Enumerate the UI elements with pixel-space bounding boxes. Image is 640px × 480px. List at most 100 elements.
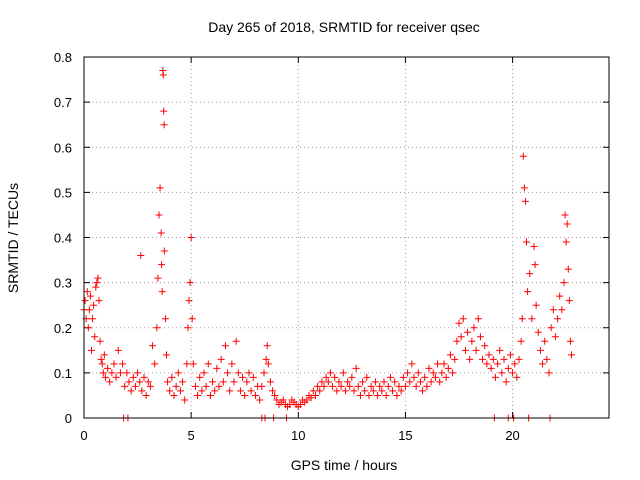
data-point xyxy=(273,396,281,404)
data-point xyxy=(209,378,217,386)
data-point xyxy=(412,382,420,390)
data-point xyxy=(83,288,91,296)
data-point xyxy=(112,373,120,381)
data-point xyxy=(335,378,343,386)
data-point xyxy=(500,355,508,363)
data-point xyxy=(474,315,482,323)
data-point xyxy=(489,355,497,363)
y-tick-label: 0.1 xyxy=(54,366,72,381)
data-point xyxy=(131,382,139,390)
data-point xyxy=(449,369,457,377)
data-point xyxy=(206,391,214,399)
data-point xyxy=(157,229,165,237)
data-point xyxy=(543,355,551,363)
data-point xyxy=(166,387,174,395)
data-point xyxy=(84,324,92,332)
data-point xyxy=(106,378,114,386)
data-point xyxy=(438,369,446,377)
data-point xyxy=(172,382,180,390)
data-point xyxy=(509,369,517,377)
data-point xyxy=(230,378,238,386)
data-point xyxy=(191,382,199,390)
data-point xyxy=(536,346,544,354)
data-point xyxy=(137,252,145,260)
data-point xyxy=(245,369,253,377)
data-point xyxy=(333,387,341,395)
data-point xyxy=(515,355,523,363)
data-point xyxy=(134,369,142,377)
data-point xyxy=(341,387,349,395)
data-point xyxy=(264,360,272,368)
data-point xyxy=(249,373,257,381)
data-point xyxy=(483,360,491,368)
data-point xyxy=(121,382,129,390)
data-point xyxy=(160,247,168,255)
data-point xyxy=(151,360,159,368)
data-point xyxy=(371,378,379,386)
data-point xyxy=(104,364,112,372)
data-point xyxy=(159,71,167,79)
data-point xyxy=(196,373,204,381)
data-point xyxy=(200,369,208,377)
data-point xyxy=(444,364,452,372)
data-point xyxy=(517,337,525,345)
data-point xyxy=(566,337,574,345)
data-point xyxy=(487,364,495,372)
data-point xyxy=(116,369,124,377)
data-point xyxy=(502,378,510,386)
data-point xyxy=(89,315,97,323)
data-point xyxy=(532,301,540,309)
data-point xyxy=(326,369,334,377)
y-tick-label: 0.3 xyxy=(54,276,72,291)
data-point xyxy=(156,184,164,192)
data-point xyxy=(129,373,137,381)
data-point xyxy=(324,378,332,386)
data-point xyxy=(96,337,104,345)
data-point xyxy=(110,360,118,368)
data-point xyxy=(94,274,102,282)
data-point xyxy=(457,333,465,341)
data-point xyxy=(401,382,409,390)
data-point xyxy=(431,373,439,381)
data-point xyxy=(307,394,315,402)
data-point xyxy=(470,324,478,332)
data-point xyxy=(391,378,399,386)
data-point xyxy=(434,360,442,368)
data-point xyxy=(393,391,401,399)
data-point xyxy=(213,364,221,372)
data-point xyxy=(459,315,467,323)
data-point xyxy=(100,351,108,359)
data-point xyxy=(423,382,431,390)
data-point xyxy=(481,342,489,350)
data-point xyxy=(239,373,247,381)
data-point xyxy=(322,373,330,381)
data-point xyxy=(146,382,154,390)
data-point xyxy=(160,107,168,115)
x-axis-label: GPS time / hours xyxy=(291,457,398,473)
data-point xyxy=(286,400,294,408)
data-point xyxy=(568,351,575,359)
data-point xyxy=(496,346,504,354)
data-point xyxy=(498,369,506,377)
data-point xyxy=(367,382,375,390)
data-point xyxy=(236,387,244,395)
data-point xyxy=(429,369,437,377)
data-point xyxy=(81,297,89,305)
data-point xyxy=(186,279,194,287)
y-tick-label: 0.8 xyxy=(54,50,72,65)
data-point xyxy=(119,360,127,368)
data-point xyxy=(545,369,553,377)
data-point xyxy=(99,369,107,377)
data-point xyxy=(161,315,169,323)
data-point xyxy=(179,378,187,386)
data-point xyxy=(560,279,568,287)
data-point xyxy=(453,337,461,345)
data-point xyxy=(451,355,459,363)
data-point xyxy=(271,391,279,399)
data-point xyxy=(215,382,223,390)
data-point xyxy=(356,391,364,399)
data-point xyxy=(365,391,373,399)
data-point xyxy=(419,387,427,395)
data-point xyxy=(369,387,377,395)
data-point xyxy=(93,279,101,287)
